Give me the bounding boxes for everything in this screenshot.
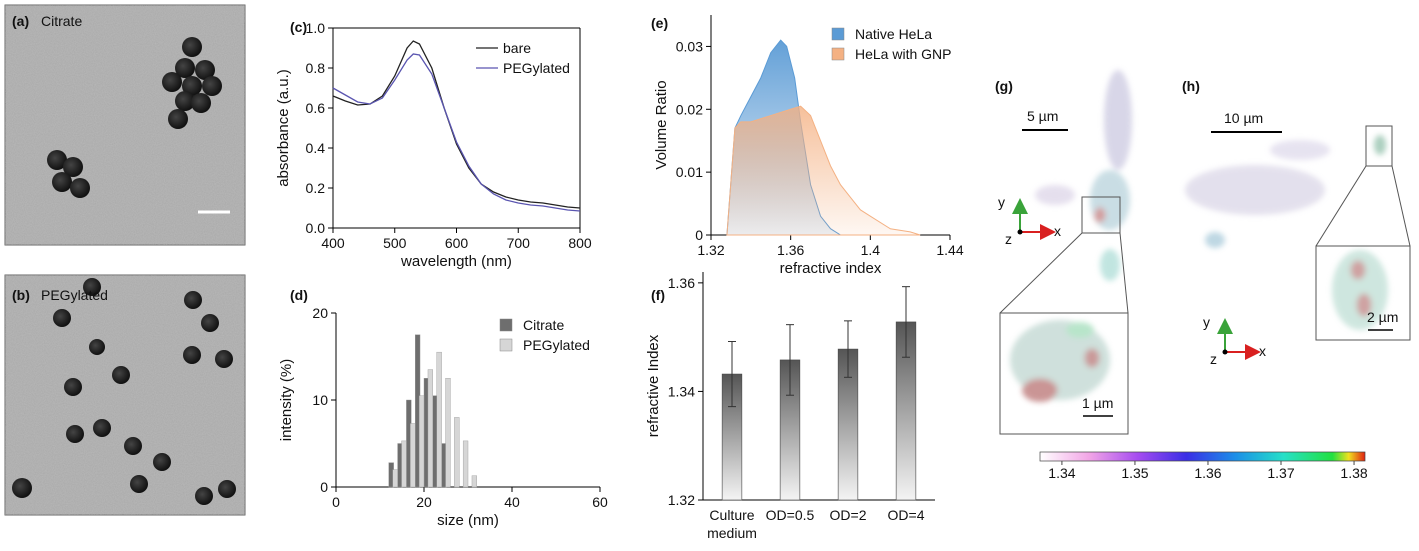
colorbar (1039, 451, 1366, 462)
panel-label: (d) (290, 287, 308, 303)
x-tick-label: 500 (383, 235, 407, 251)
x-tick-label: OD=4 (887, 507, 925, 523)
x-tick-label: 800 (568, 235, 592, 251)
x-tick-label: Culture medium (707, 507, 757, 541)
y-tick-label: 20 (312, 305, 328, 321)
y-tick-label: 0.03 (676, 38, 703, 54)
y-tick-label: 0.2 (306, 180, 326, 196)
histogram-bar (462, 440, 469, 488)
y-tick-label: 0.6 (306, 100, 326, 116)
y-tick-label: 0 (695, 227, 703, 243)
panel-label: (h) (1182, 78, 1200, 94)
x-tick-label: 20 (416, 494, 432, 510)
x-tick-label-box: OD=2 (829, 507, 867, 523)
panel-label: (c) (290, 19, 307, 35)
x-tick-label: 600 (445, 235, 469, 251)
render-g: (g) 5 µm 1 µm x y z (995, 70, 1132, 435)
x-tick-label: 400 (321, 235, 345, 251)
y-tick-label: 1.32 (668, 492, 695, 508)
histogram-bar (436, 351, 442, 488)
x-tick-label: OD=2 (829, 507, 867, 523)
axis-letter: y (1203, 314, 1210, 330)
histogram-bar (392, 469, 398, 488)
legend-swatch (831, 27, 845, 41)
x-tick-label: 1.44 (936, 242, 963, 258)
inset-scale-bar-label: 2 µm (1367, 309, 1398, 325)
panel-label: (b) (12, 287, 30, 303)
x-tick-label-box: Culture medium (707, 507, 757, 541)
y-tick-label: 1.34 (668, 383, 695, 399)
y-tick-label: 0.8 (306, 60, 326, 76)
panel-label: (e) (651, 15, 668, 31)
panel-label: (g) (995, 78, 1013, 94)
histogram-bar (445, 378, 451, 488)
colorbar-tick-label: 1.34 (1048, 465, 1075, 481)
colorbar-tick-label: 1.37 (1267, 465, 1294, 481)
x-tick-label: 1.32 (697, 242, 724, 258)
x-tick-label: 60 (592, 494, 608, 510)
tem-image-b: (b) PEGylated (4, 274, 246, 516)
area (726, 105, 921, 236)
y-axis-label: refractive Index (645, 334, 662, 437)
legend-label: Native HeLa (855, 26, 932, 42)
x-tick-label: 700 (507, 235, 531, 251)
y-tick-label: 1.36 (668, 275, 695, 291)
panel-label: (a) (12, 13, 29, 29)
axis-letter: z (1210, 351, 1217, 367)
colorbar-tick-label: 1.35 (1121, 465, 1148, 481)
x-axis-label: wavelength (nm) (400, 253, 512, 270)
legend-label: HeLa with GNP (855, 46, 951, 62)
legend-swatch (831, 47, 845, 61)
legend-label: bare (503, 40, 531, 56)
y-tick-label: 0.4 (306, 140, 326, 156)
x-axis-label: size (nm) (437, 512, 499, 529)
panel-caption: PEGylated (41, 287, 108, 303)
y-tick-label: 0 (320, 479, 328, 495)
panel-label: (f) (651, 287, 665, 303)
colorbar-tick-label: 1.36 (1194, 465, 1221, 481)
y-tick-label: 0.0 (306, 220, 326, 236)
x-tick-label: 1.36 (777, 242, 804, 258)
axis-letter: x (1259, 343, 1266, 359)
axis-letter: z (1005, 231, 1012, 247)
x-tick-label: 0 (332, 494, 340, 510)
y-axis-label: absorbance (a.u.) (275, 69, 292, 187)
axis-letter: y (998, 194, 1005, 210)
histogram-bar (454, 417, 460, 488)
tem-image-a: (a) Citrate (4, 4, 246, 246)
x-tick-label-box: OD=0.5 (765, 507, 815, 523)
y-tick-label: 1.0 (306, 20, 326, 36)
x-tick-label-box: OD=4 (887, 507, 925, 523)
histogram-bar (418, 395, 425, 488)
y-tick-label: 0.02 (676, 101, 703, 117)
axis-letter: x (1054, 223, 1061, 239)
line (332, 53, 581, 212)
x-axis-label: refractive index (780, 260, 882, 277)
scale-bar-label: 10 µm (1224, 110, 1263, 126)
scale-bar-label: 5 µm (1027, 108, 1058, 124)
legend-label: Citrate (523, 317, 564, 333)
histogram-bar (401, 440, 407, 488)
y-axis-label: Volume Ratio (653, 80, 670, 169)
y-tick-label: 0.01 (676, 164, 703, 180)
histogram-bar (427, 369, 433, 488)
render-h: (h) 10 µm 2 µm x y z (1182, 78, 1411, 367)
y-axis-label: intensity (%) (278, 359, 295, 442)
colorbar-tick-label: 1.38 (1340, 465, 1367, 481)
x-tick-label: OD=0.5 (765, 507, 815, 523)
panel-caption: Citrate (41, 13, 82, 29)
histogram-bar (410, 423, 416, 488)
legend-swatch (499, 318, 513, 332)
x-tick-label: 1.4 (861, 242, 881, 258)
histogram-bar (471, 475, 477, 488)
y-tick-label: 10 (312, 392, 328, 408)
legend-label: PEGylated (523, 337, 590, 353)
legend-label: PEGylated (503, 60, 570, 76)
x-tick-label: 40 (504, 494, 520, 510)
legend-swatch (499, 338, 513, 352)
inset-scale-bar-label: 1 µm (1082, 395, 1113, 411)
